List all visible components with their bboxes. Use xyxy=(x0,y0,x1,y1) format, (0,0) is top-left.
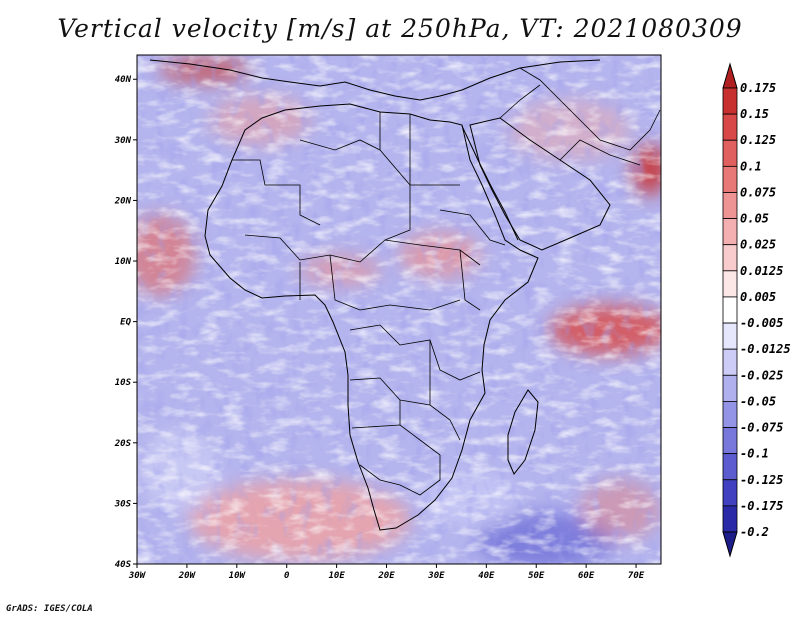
lat-tick-label: 20N xyxy=(114,196,132,206)
colorbar-label: 0.15 xyxy=(740,107,769,121)
colorbar-label: 0.1 xyxy=(740,159,762,173)
lon-tick-label: 30E xyxy=(427,571,445,581)
madagascar-coastline xyxy=(507,389,539,475)
colorbar-label: -0.075 xyxy=(740,421,783,435)
lon-tick-label: 70E xyxy=(628,571,645,581)
colorbar-label: -0.0125 xyxy=(740,342,791,356)
footer-credit: GrADS: IGES/COLA xyxy=(6,604,93,614)
colorbar-max-arrow xyxy=(722,62,738,89)
colorbar-label: 0.075 xyxy=(740,185,776,199)
red-sea-coastline xyxy=(461,125,519,241)
lon-tick-label: 0 xyxy=(284,571,290,581)
colorbar-label: 0.005 xyxy=(740,290,776,304)
europe-coastline xyxy=(149,59,601,101)
arabia-coastline xyxy=(469,117,611,251)
lon-tick-label: 40E xyxy=(478,571,495,581)
lat-tick-label: 10S xyxy=(115,378,132,388)
colorbar-label: -0.005 xyxy=(740,316,783,330)
colorbar-label: -0.05 xyxy=(740,394,776,408)
colorbar-segment xyxy=(722,165,738,193)
lat-tick-label: EQ xyxy=(120,318,131,328)
colorbar-label: 0.175 xyxy=(740,81,776,95)
colorbar-segment xyxy=(722,270,738,298)
colorbar-label: 0.0125 xyxy=(740,264,783,278)
colorbar-segment xyxy=(722,296,738,324)
lon-tick-label: 10E xyxy=(328,571,345,581)
colorbar-label: -0.1 xyxy=(740,447,769,461)
africa-coastline xyxy=(204,103,539,531)
colorbar-segment xyxy=(722,479,738,507)
lon-tick-label: 30W xyxy=(128,571,147,581)
lon-tick-label: 60E xyxy=(578,571,595,581)
colorbar-segment xyxy=(722,453,738,481)
colorbar-segment xyxy=(722,427,738,455)
colorbar-segment xyxy=(722,401,738,428)
lon-tick-label: 10W xyxy=(229,571,247,581)
colorbar-label: -0.175 xyxy=(740,499,783,513)
colorbar-segment xyxy=(722,218,738,246)
velocity-field xyxy=(137,55,661,564)
lat-tick-label: 20S xyxy=(114,439,132,449)
colorbar-segment xyxy=(722,139,738,167)
colorbar-min-arrow xyxy=(722,531,738,558)
lon-tick-label: 20E xyxy=(377,571,395,581)
colorbar-label: 0.05 xyxy=(740,212,769,226)
country-borders xyxy=(232,67,661,496)
colorbar-segment xyxy=(722,192,738,219)
chart-title: Vertical velocity [m/s] at 250hPa, VT: 2… xyxy=(57,14,743,43)
colorbar-segment xyxy=(722,348,738,376)
colorbar-segment xyxy=(722,322,738,350)
colorbar-segment xyxy=(722,87,738,115)
lat-tick-label: 40S xyxy=(115,560,132,570)
colorbar-label: -0.025 xyxy=(740,368,783,382)
colorbar-segment xyxy=(722,113,738,141)
lat-tick-label: 10N xyxy=(115,257,132,267)
colorbar-label: 0.025 xyxy=(740,238,776,252)
coastlines xyxy=(149,59,611,531)
lat-tick-label: 30S xyxy=(114,499,132,509)
lat-tick-label: 30N xyxy=(114,136,132,146)
colorbar-label: -0.125 xyxy=(740,473,783,487)
lon-tick-label: 20W xyxy=(178,571,197,581)
lat-tick-label: 40N xyxy=(115,75,132,85)
colorbar-label: -0.2 xyxy=(740,525,769,539)
colorbar-segment xyxy=(722,244,738,272)
map-axes: 30W 20W 10W 0 10E 20E 30E 40E 50E 60E 70E 40N 30N 20N… xyxy=(114,75,645,581)
colorbar-segment xyxy=(722,505,738,533)
colorbar-label: 0.125 xyxy=(740,133,776,147)
map-frame xyxy=(136,54,662,565)
colorbar-segment xyxy=(722,374,738,402)
lon-tick-label: 50E xyxy=(528,571,545,581)
colorbar: 0.175 0.15 0.125 0.1 0.075 0.05 0.025 0.0125 0.0… xyxy=(722,62,791,558)
